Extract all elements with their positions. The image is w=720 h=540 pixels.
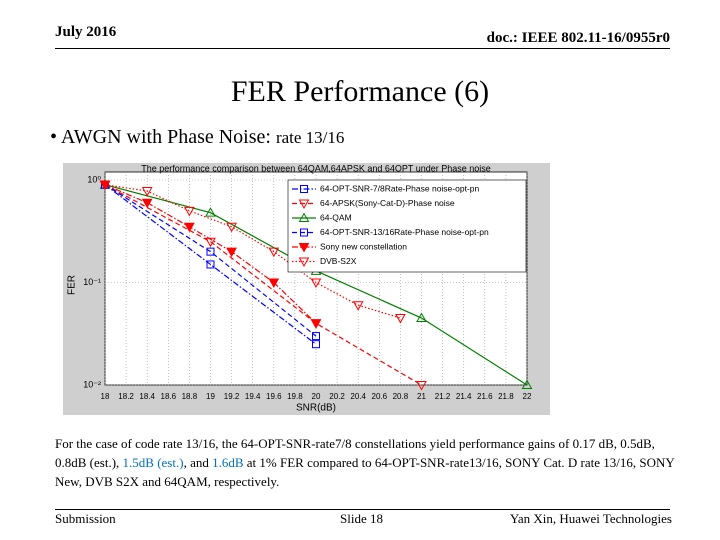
footer-center: Slide 18 bbox=[340, 511, 383, 526]
bullet-text: AWGN with Phase Noise: bbox=[60, 126, 271, 148]
x-axis-label: SNR(dB) bbox=[296, 403, 336, 414]
y-tick-label: 10⁰ bbox=[87, 174, 101, 184]
legend-label: 64-APSK(Sony-Cat-D)-Phase noise bbox=[320, 198, 455, 208]
footer-right: Yan Xin, Huawei Technologies bbox=[509, 511, 672, 526]
chart-title: The performance comparison between 64QAM… bbox=[141, 163, 491, 173]
series-line bbox=[104, 184, 317, 337]
x-tick-label: 18.6 bbox=[161, 392, 177, 401]
x-tick-label: 21.4 bbox=[456, 392, 472, 401]
data-point bbox=[312, 332, 320, 341]
x-tick-label: 19.8 bbox=[287, 392, 303, 401]
data-point bbox=[268, 247, 280, 258]
x-tick-label: 18 bbox=[101, 392, 110, 401]
data-point bbox=[395, 314, 406, 324]
series-line bbox=[104, 184, 317, 345]
data-point bbox=[184, 222, 195, 233]
legend-label: 64-OPT-SNR-7/8Rate-Phase noise-opt-pn bbox=[320, 183, 479, 193]
x-tick-label: 21.2 bbox=[435, 392, 451, 401]
x-tick-label: 19 bbox=[206, 392, 215, 401]
doc-id: doc.: IEEE 802.11-16/0955r0 bbox=[486, 30, 670, 46]
paragraph: For the case of code rate 13/16, the 64-… bbox=[55, 434, 680, 491]
data-point bbox=[416, 381, 427, 391]
data-point bbox=[310, 319, 322, 329]
legend-label: Sony new constellation bbox=[320, 241, 407, 251]
x-tick-label: 21.8 bbox=[498, 392, 514, 401]
legend-marker bbox=[298, 199, 310, 210]
y-tick-label: 10⁻¹ bbox=[83, 277, 101, 287]
legend-marker bbox=[300, 185, 308, 193]
paragraph-segment: 1.5dB (est.) bbox=[122, 455, 184, 470]
x-tick-label: 19.6 bbox=[266, 392, 282, 401]
legend-marker bbox=[298, 257, 310, 268]
data-point bbox=[416, 312, 427, 323]
data-point bbox=[352, 301, 364, 311]
data-point bbox=[268, 278, 280, 289]
paragraph-segment: 1.6dB bbox=[212, 455, 244, 470]
series-line bbox=[104, 184, 317, 324]
date: July 2016 bbox=[55, 24, 117, 40]
series-line bbox=[104, 184, 422, 386]
data-point bbox=[205, 237, 216, 248]
x-tick-label: 20.4 bbox=[350, 392, 366, 401]
series-line bbox=[104, 184, 401, 319]
data-point bbox=[206, 247, 215, 256]
data-point bbox=[205, 207, 216, 217]
legend-box bbox=[287, 179, 527, 273]
x-tick-label: 19.2 bbox=[224, 392, 240, 401]
x-tick-label: 20.2 bbox=[329, 392, 345, 401]
y-axis-label: FER bbox=[67, 275, 78, 295]
footer-left: Submission bbox=[55, 511, 116, 526]
chart: The performance comparison between 64QAM… bbox=[63, 163, 550, 415]
y-tick-label: 10⁻² bbox=[83, 379, 101, 389]
x-tick-label: 20.8 bbox=[393, 392, 409, 401]
data-point bbox=[99, 180, 111, 191]
data-point bbox=[141, 198, 153, 209]
paragraph-segment: at 1% FER compared to 64-OPT-SNR-rate13/… bbox=[55, 455, 675, 489]
x-tick-label: 22 bbox=[523, 392, 532, 401]
data-point bbox=[521, 379, 533, 389]
legend-marker bbox=[298, 212, 310, 222]
data-point bbox=[141, 187, 153, 197]
footer-rule bbox=[55, 509, 670, 510]
bullet-note: rate 13/16 bbox=[275, 128, 345, 147]
x-tick-label: 20 bbox=[312, 392, 321, 401]
paragraph-segment: , and bbox=[183, 455, 213, 470]
bullet: • AWGN with Phase Noise: rate 13/16 bbox=[50, 126, 345, 148]
x-tick-label: 19.4 bbox=[245, 392, 261, 401]
header-rule bbox=[55, 48, 670, 49]
data-point bbox=[206, 260, 215, 269]
legend-label: DVB-S2X bbox=[320, 256, 357, 266]
x-tick-label: 20.6 bbox=[372, 392, 388, 401]
x-tick-label: 21 bbox=[417, 392, 426, 401]
x-tick-label: 18.4 bbox=[139, 392, 155, 401]
x-tick-label: 18.2 bbox=[118, 392, 134, 401]
slide-title: FER Performance (6) bbox=[230, 75, 490, 108]
x-tick-label: 18.8 bbox=[182, 392, 198, 401]
legend-marker bbox=[298, 243, 310, 253]
legend-marker bbox=[300, 228, 308, 237]
legend-label: 64-QAM bbox=[320, 212, 352, 222]
x-tick-label: 21.6 bbox=[477, 392, 493, 401]
data-point bbox=[184, 206, 195, 217]
data-point bbox=[226, 247, 237, 258]
data-point bbox=[312, 340, 320, 349]
data-point bbox=[310, 278, 322, 289]
paragraph-segment: For the case of code rate 13/16, the 64-… bbox=[55, 436, 655, 470]
data-point bbox=[226, 222, 237, 233]
legend-label: 64-OPT-SNR-13/16Rate-Phase noise-opt-pn bbox=[320, 227, 489, 237]
